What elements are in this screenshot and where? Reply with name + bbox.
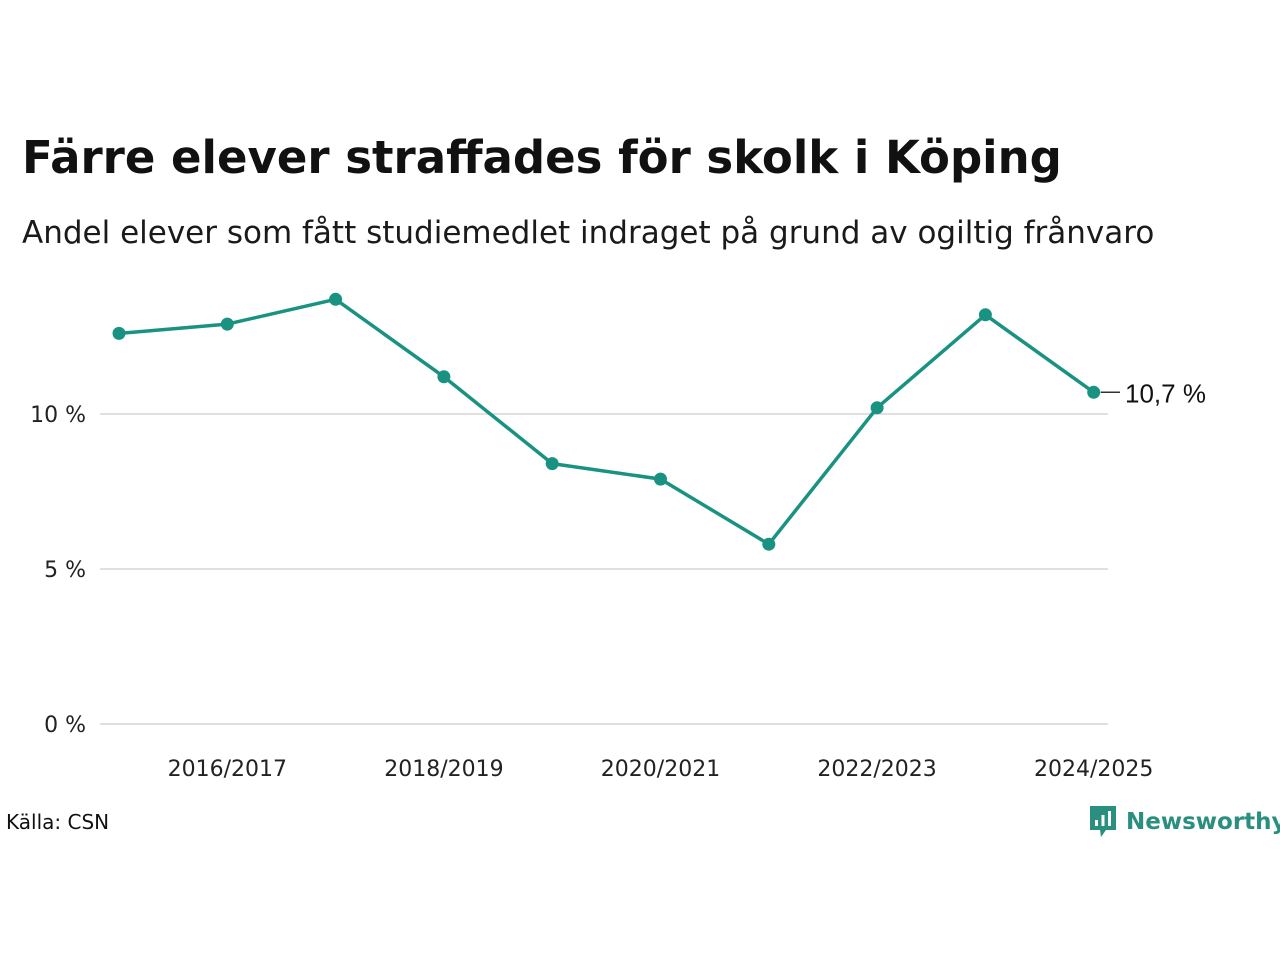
data-point [437,370,451,384]
y-tick-label: 5 % [44,558,86,583]
x-tick-label: 2024/2025 [1034,757,1153,782]
data-point [978,308,992,322]
x-axis-ticks: 2016/2017 2018/2019 2020/2021 2022/2023 2024… [168,757,1154,782]
data-point [654,472,667,486]
x-tick-label: 2020/2021 [601,757,720,782]
x-tick-label: 2022/2023 [817,757,936,782]
series-layer [112,292,1101,551]
brand-logo: Newsworthy [1088,804,1280,840]
y-tick-label: 0 % [44,713,86,738]
gridlines [100,413,1108,725]
chart-title: Färre elever straffades för skolk i Köpi… [22,131,1062,184]
data-point [112,326,126,340]
data-point [329,292,343,306]
x-tick-label: 2018/2019 [384,757,503,782]
x-tick-label: 2016/2017 [168,757,287,782]
newsworthy-logo-icon [1090,806,1116,837]
data-point [870,401,884,415]
brand-name: Newsworthy [1126,809,1280,835]
data-point [1087,385,1101,399]
data-point [220,317,234,331]
source-note: Källa: CSN [6,810,110,834]
y-axis-ticks: 0 % 5 % 10 % [30,403,86,738]
data-point [545,457,559,471]
end-label-group: 10,7 % [1100,378,1206,408]
y-tick-label: 10 % [30,403,86,428]
data-point [762,537,776,551]
end-value-label: 10,7 % [1125,378,1206,408]
chart-subtitle: Andel elever som fått studiemedlet indra… [22,215,1155,251]
series-line [118,297,1095,546]
